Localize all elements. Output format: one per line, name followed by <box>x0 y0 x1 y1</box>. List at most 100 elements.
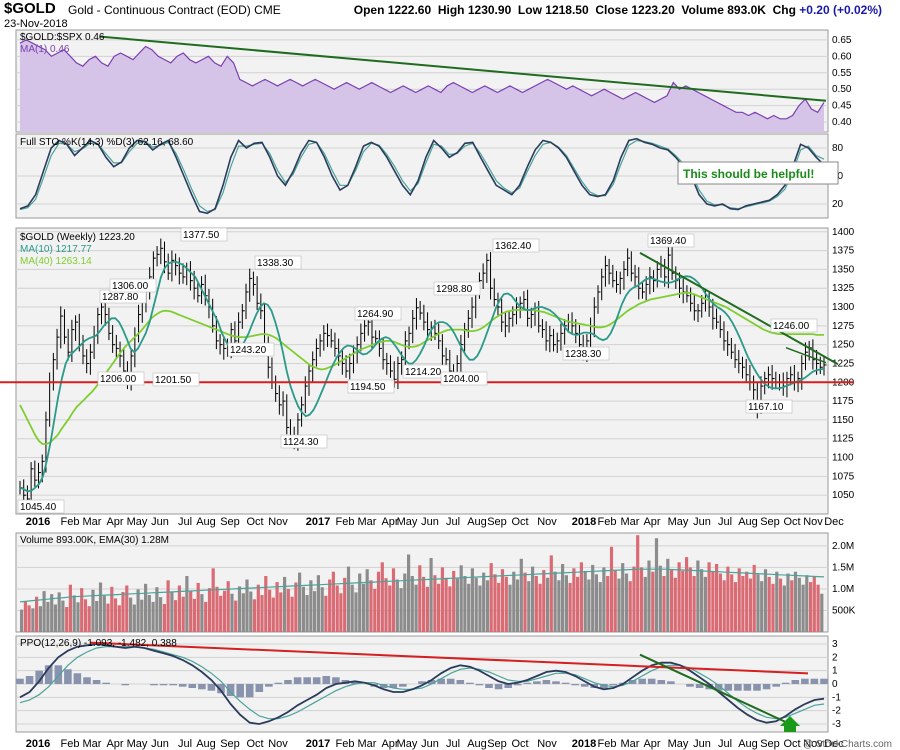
volume-bar <box>527 581 531 632</box>
close-value: 1223.20 <box>631 3 675 17</box>
volume-bar <box>410 576 414 632</box>
volume-bar <box>572 568 576 632</box>
volume-bar <box>361 583 366 632</box>
volume-bar <box>399 588 403 632</box>
volume-bar <box>568 582 572 632</box>
ppo-histogram-bar <box>418 681 426 684</box>
price-xtick-label: Aug <box>467 516 487 528</box>
volume-bar <box>790 580 794 632</box>
description-text: Gold - Continuous Contract (EOD) <box>68 3 251 17</box>
ppo-histogram-bar <box>743 684 752 691</box>
price-xtick-label: Oct <box>511 516 528 528</box>
ppo-histogram-bar <box>810 678 819 684</box>
volume-bar <box>185 576 189 632</box>
volume-bar <box>76 602 80 632</box>
volume-bar <box>812 576 816 632</box>
volume-bar <box>215 586 219 632</box>
sto-annotation-box <box>677 161 839 185</box>
ratio-axis-tick-label: 0.60 <box>832 51 852 62</box>
volume-bar <box>598 582 602 632</box>
price-annotation-box <box>745 399 793 414</box>
ppo-xtick-label: Oct <box>783 738 800 750</box>
ppo-histogram-bar <box>236 684 244 698</box>
volume-bar <box>80 588 84 632</box>
ppo-histogram-bar <box>245 684 254 698</box>
volume-bar <box>730 574 734 632</box>
ppo-green-trendline <box>639 653 791 725</box>
volume-bar <box>726 566 730 632</box>
volume-bar <box>591 564 595 632</box>
price-xtick-label: May <box>127 516 148 528</box>
price-xtick-label: 2018 <box>572 516 596 528</box>
ppo-histogram-bar <box>389 684 398 688</box>
volume-bar <box>546 577 550 632</box>
volume-bar <box>196 582 200 632</box>
price-axis-tick-label: 1075 <box>832 471 855 482</box>
volume-bar <box>433 575 437 632</box>
volume-bar <box>290 596 294 632</box>
ppo-histogram-bar <box>64 669 72 684</box>
ppo-histogram-bar <box>504 684 512 688</box>
volume-axis-tick-label: 1.5M <box>832 562 854 573</box>
volume-bar <box>159 597 163 632</box>
price-annotation-box <box>152 372 200 387</box>
price-annotation: 1204.00 <box>443 374 480 385</box>
ppo-line <box>19 643 825 725</box>
volume-bar <box>561 564 565 632</box>
price-downtrend-line <box>639 251 839 366</box>
volume-bar <box>222 590 227 632</box>
ppo-histogram-bar <box>303 677 311 684</box>
ppo-histogram-bar <box>25 676 34 684</box>
volume-bar <box>609 546 614 632</box>
ppo-axis-tick-label: 3 <box>832 639 838 650</box>
volume-axis-tick-label: 500K <box>832 605 856 616</box>
price-annotation-box <box>492 238 540 253</box>
ppo-histogram-bar <box>485 684 493 688</box>
price-xtick-label: Aug <box>738 516 758 528</box>
volume-bar <box>294 582 298 632</box>
volume-bar <box>752 564 756 632</box>
volume-bar <box>444 577 448 632</box>
volume-bar <box>576 576 580 632</box>
volume-bar <box>106 603 110 632</box>
volume-bar <box>557 580 561 632</box>
price-annotation: 1194.50 <box>350 382 386 393</box>
volume-bar <box>643 576 647 632</box>
volume-bar <box>688 567 692 632</box>
volume-bar <box>459 565 463 632</box>
volume-bar <box>388 585 392 632</box>
volume-bar <box>354 592 358 632</box>
volume-bar <box>23 601 27 632</box>
price-annotation-box <box>109 278 157 293</box>
volume-bar <box>245 579 249 632</box>
volume-bar <box>407 554 411 632</box>
volume-bar <box>809 582 813 632</box>
ppo-histogram-bar <box>35 670 43 684</box>
ppo-histogram-bar <box>762 684 771 690</box>
price-ma10-legend: MA(10) 1217.77 <box>20 244 92 255</box>
volume-bar <box>83 599 88 632</box>
volume-bar <box>741 576 745 632</box>
volume-bar <box>129 597 133 632</box>
volume-bar <box>95 601 99 632</box>
price-annotation-box <box>97 371 145 386</box>
volume-bar <box>57 592 61 632</box>
volume-bar <box>820 593 824 632</box>
volume-bar <box>369 580 373 632</box>
exchange-text: CME <box>254 3 281 17</box>
ppo-histogram-bar <box>638 678 646 684</box>
price-ma10-line <box>19 260 825 493</box>
ppo-histogram-bar <box>351 681 359 684</box>
ratio-axis-tick-label: 0.40 <box>832 117 852 128</box>
volume-bar <box>384 578 388 632</box>
volume-bar <box>718 573 722 632</box>
ppo-histogram-bar <box>178 684 187 687</box>
volume-bar <box>102 595 106 632</box>
chg-label: Chg <box>772 3 796 17</box>
volume-bar <box>542 570 546 632</box>
ppo-histogram-bar <box>801 678 809 684</box>
price-annotation: 1124.30 <box>283 437 319 448</box>
price-annotation: 1369.40 <box>650 236 687 247</box>
ppo-xtick-label: Sep <box>220 738 240 750</box>
